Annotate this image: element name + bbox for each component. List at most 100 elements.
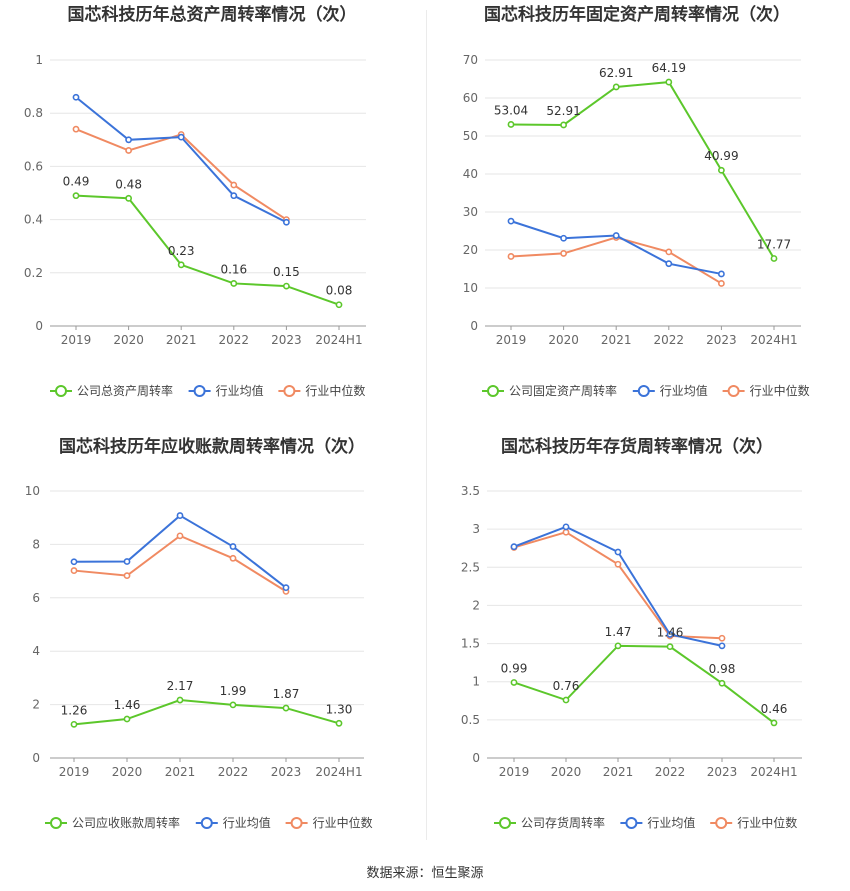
- legend-marker: [637, 385, 650, 397]
- x-tick-label: 2019: [61, 333, 92, 347]
- data-point-avg: [282, 218, 290, 226]
- y-tick-label: 50: [463, 129, 478, 143]
- y-tick-label: 20: [463, 243, 478, 257]
- data-point-median: [614, 560, 622, 568]
- x-tick-label: 2021: [166, 333, 197, 347]
- data-point-company: [718, 679, 726, 687]
- legend-marker: [487, 385, 499, 397]
- x-tick-label: 2024H1: [750, 333, 797, 347]
- legend-item-avg: 行业均值: [632, 383, 708, 398]
- legend-item-avg: 行业均值: [195, 815, 271, 830]
- data-label: 1.46: [114, 698, 141, 712]
- data-label: 0.15: [273, 265, 300, 279]
- x-tick-label: 2019: [496, 333, 527, 347]
- data-label: 0.49: [63, 175, 90, 189]
- data-point-median: [123, 572, 131, 580]
- data-point-median: [562, 528, 570, 536]
- data-label: 52.91: [546, 104, 580, 118]
- data-point-company: [335, 719, 343, 727]
- series-line-avg: [73, 514, 287, 589]
- data-point-avg: [229, 543, 237, 550]
- x-tick-label: 2021: [601, 333, 632, 347]
- chart-svg: 国芯科技历年固定资产周转率情况（次） 0 10 20 30 40 50 60 70 2019 202…: [463, 4, 810, 398]
- data-point-company: [562, 696, 570, 704]
- y-tick-label: 2: [472, 598, 480, 612]
- data-label: 0.23: [168, 244, 195, 258]
- series-line-company: [75, 194, 340, 306]
- x-tick-label: 2020: [548, 333, 579, 347]
- legend-label: 行业中位数: [737, 815, 797, 830]
- data-label: 0.99: [501, 661, 528, 675]
- x-tick-label: 2023: [271, 333, 302, 347]
- data-point-avg: [125, 136, 133, 144]
- data-point-company: [176, 696, 184, 704]
- chart-panel-receivables-turnover: 国芯科技历年应收账款周转率情况（次） 0 2 4 6 8 10 2019 2020 2021 202…: [0, 432, 425, 862]
- data-point-company: [282, 704, 290, 712]
- data-label: 17.77: [757, 237, 791, 251]
- y-tick-label: 0: [470, 319, 478, 333]
- legend-item-median: 行业中位数: [278, 383, 365, 398]
- legend-label: 行业均值: [660, 383, 708, 398]
- data-point-company: [560, 121, 567, 129]
- y-tick-label: 70: [463, 53, 478, 67]
- data-point-median: [507, 253, 515, 260]
- x-tick-label: 2022: [218, 765, 249, 779]
- legend-marker: [193, 385, 206, 397]
- y-tick-label: 6: [32, 591, 40, 605]
- legend-item-company: 公司应收账款周转率: [45, 815, 180, 830]
- chart-panel-inventory-turnover: 国芯科技历年存货周转率情况（次） 0 0.5 1 1.5 2 2.5 3 3.5 2019 2020…: [425, 432, 850, 862]
- data-label: 53.04: [494, 103, 528, 117]
- data-label: 1.26: [61, 703, 88, 717]
- y-tick-label: 0: [472, 751, 480, 765]
- x-tick-label: 2024H1: [750, 765, 797, 779]
- legend-item-median: 行业中位数: [710, 815, 797, 830]
- legend-item-avg: 行业均值: [620, 815, 695, 830]
- y-tick-label: 10: [463, 281, 478, 295]
- y-tick-label: 3.5: [461, 484, 480, 498]
- data-point-company: [123, 715, 131, 723]
- legend-label: 公司应收账款周转率: [72, 815, 180, 830]
- y-tick-label: 4: [32, 644, 40, 658]
- data-point-median: [229, 554, 237, 562]
- data-point-company: [282, 282, 290, 290]
- data-label: 1.99: [220, 684, 247, 698]
- data-source-note: 数据来源：恒生聚源: [366, 866, 484, 881]
- y-tick-label: 10: [25, 484, 40, 498]
- legend-item-company: 公司总资产周转率: [50, 383, 173, 398]
- data-point-company: [229, 701, 237, 709]
- x-tick-label: 2019: [59, 765, 90, 779]
- data-label: 62.91: [599, 66, 633, 80]
- data-point-median: [718, 634, 726, 642]
- data-point-median: [560, 250, 567, 257]
- data-point-avg: [665, 260, 673, 268]
- x-tick-label: 2020: [551, 765, 582, 779]
- y-tick-label: 1: [35, 53, 43, 67]
- legend-label: 公司总资产周转率: [77, 383, 173, 398]
- legend-label: 公司固定资产周转率: [509, 383, 617, 398]
- x-tick-label: 2023: [271, 765, 302, 779]
- y-tick-label: 0.2: [24, 266, 43, 280]
- data-point-avg: [72, 93, 80, 101]
- x-tick-label: 2021: [603, 765, 634, 779]
- data-point-company: [770, 255, 778, 262]
- chart-title: 国芯科技历年应收账款周转率情况（次）: [59, 436, 365, 457]
- data-point-company: [177, 261, 185, 269]
- panel-divider: [426, 10, 427, 840]
- data-label: 1.30: [326, 702, 353, 716]
- x-tick-label: 2024H1: [315, 333, 362, 347]
- series-line-avg: [75, 96, 287, 224]
- data-point-median: [125, 147, 133, 154]
- x-tick-label: 2023: [706, 333, 737, 347]
- legend-marker: [499, 817, 511, 829]
- chart-title: 国芯科技历年固定资产周转率情况（次）: [484, 4, 790, 25]
- legend-item-median: 行业中位数: [285, 815, 373, 830]
- x-tick-label: 2020: [112, 765, 143, 779]
- data-point-company: [612, 83, 620, 91]
- data-point-median: [230, 181, 238, 189]
- legend-item-company: 公司存货周转率: [494, 815, 605, 830]
- data-point-avg: [123, 558, 131, 565]
- y-tick-label: 0.8: [24, 106, 43, 120]
- data-label: 2.17: [167, 679, 194, 693]
- x-tick-label: 2021: [165, 765, 196, 779]
- data-point-company: [125, 194, 133, 202]
